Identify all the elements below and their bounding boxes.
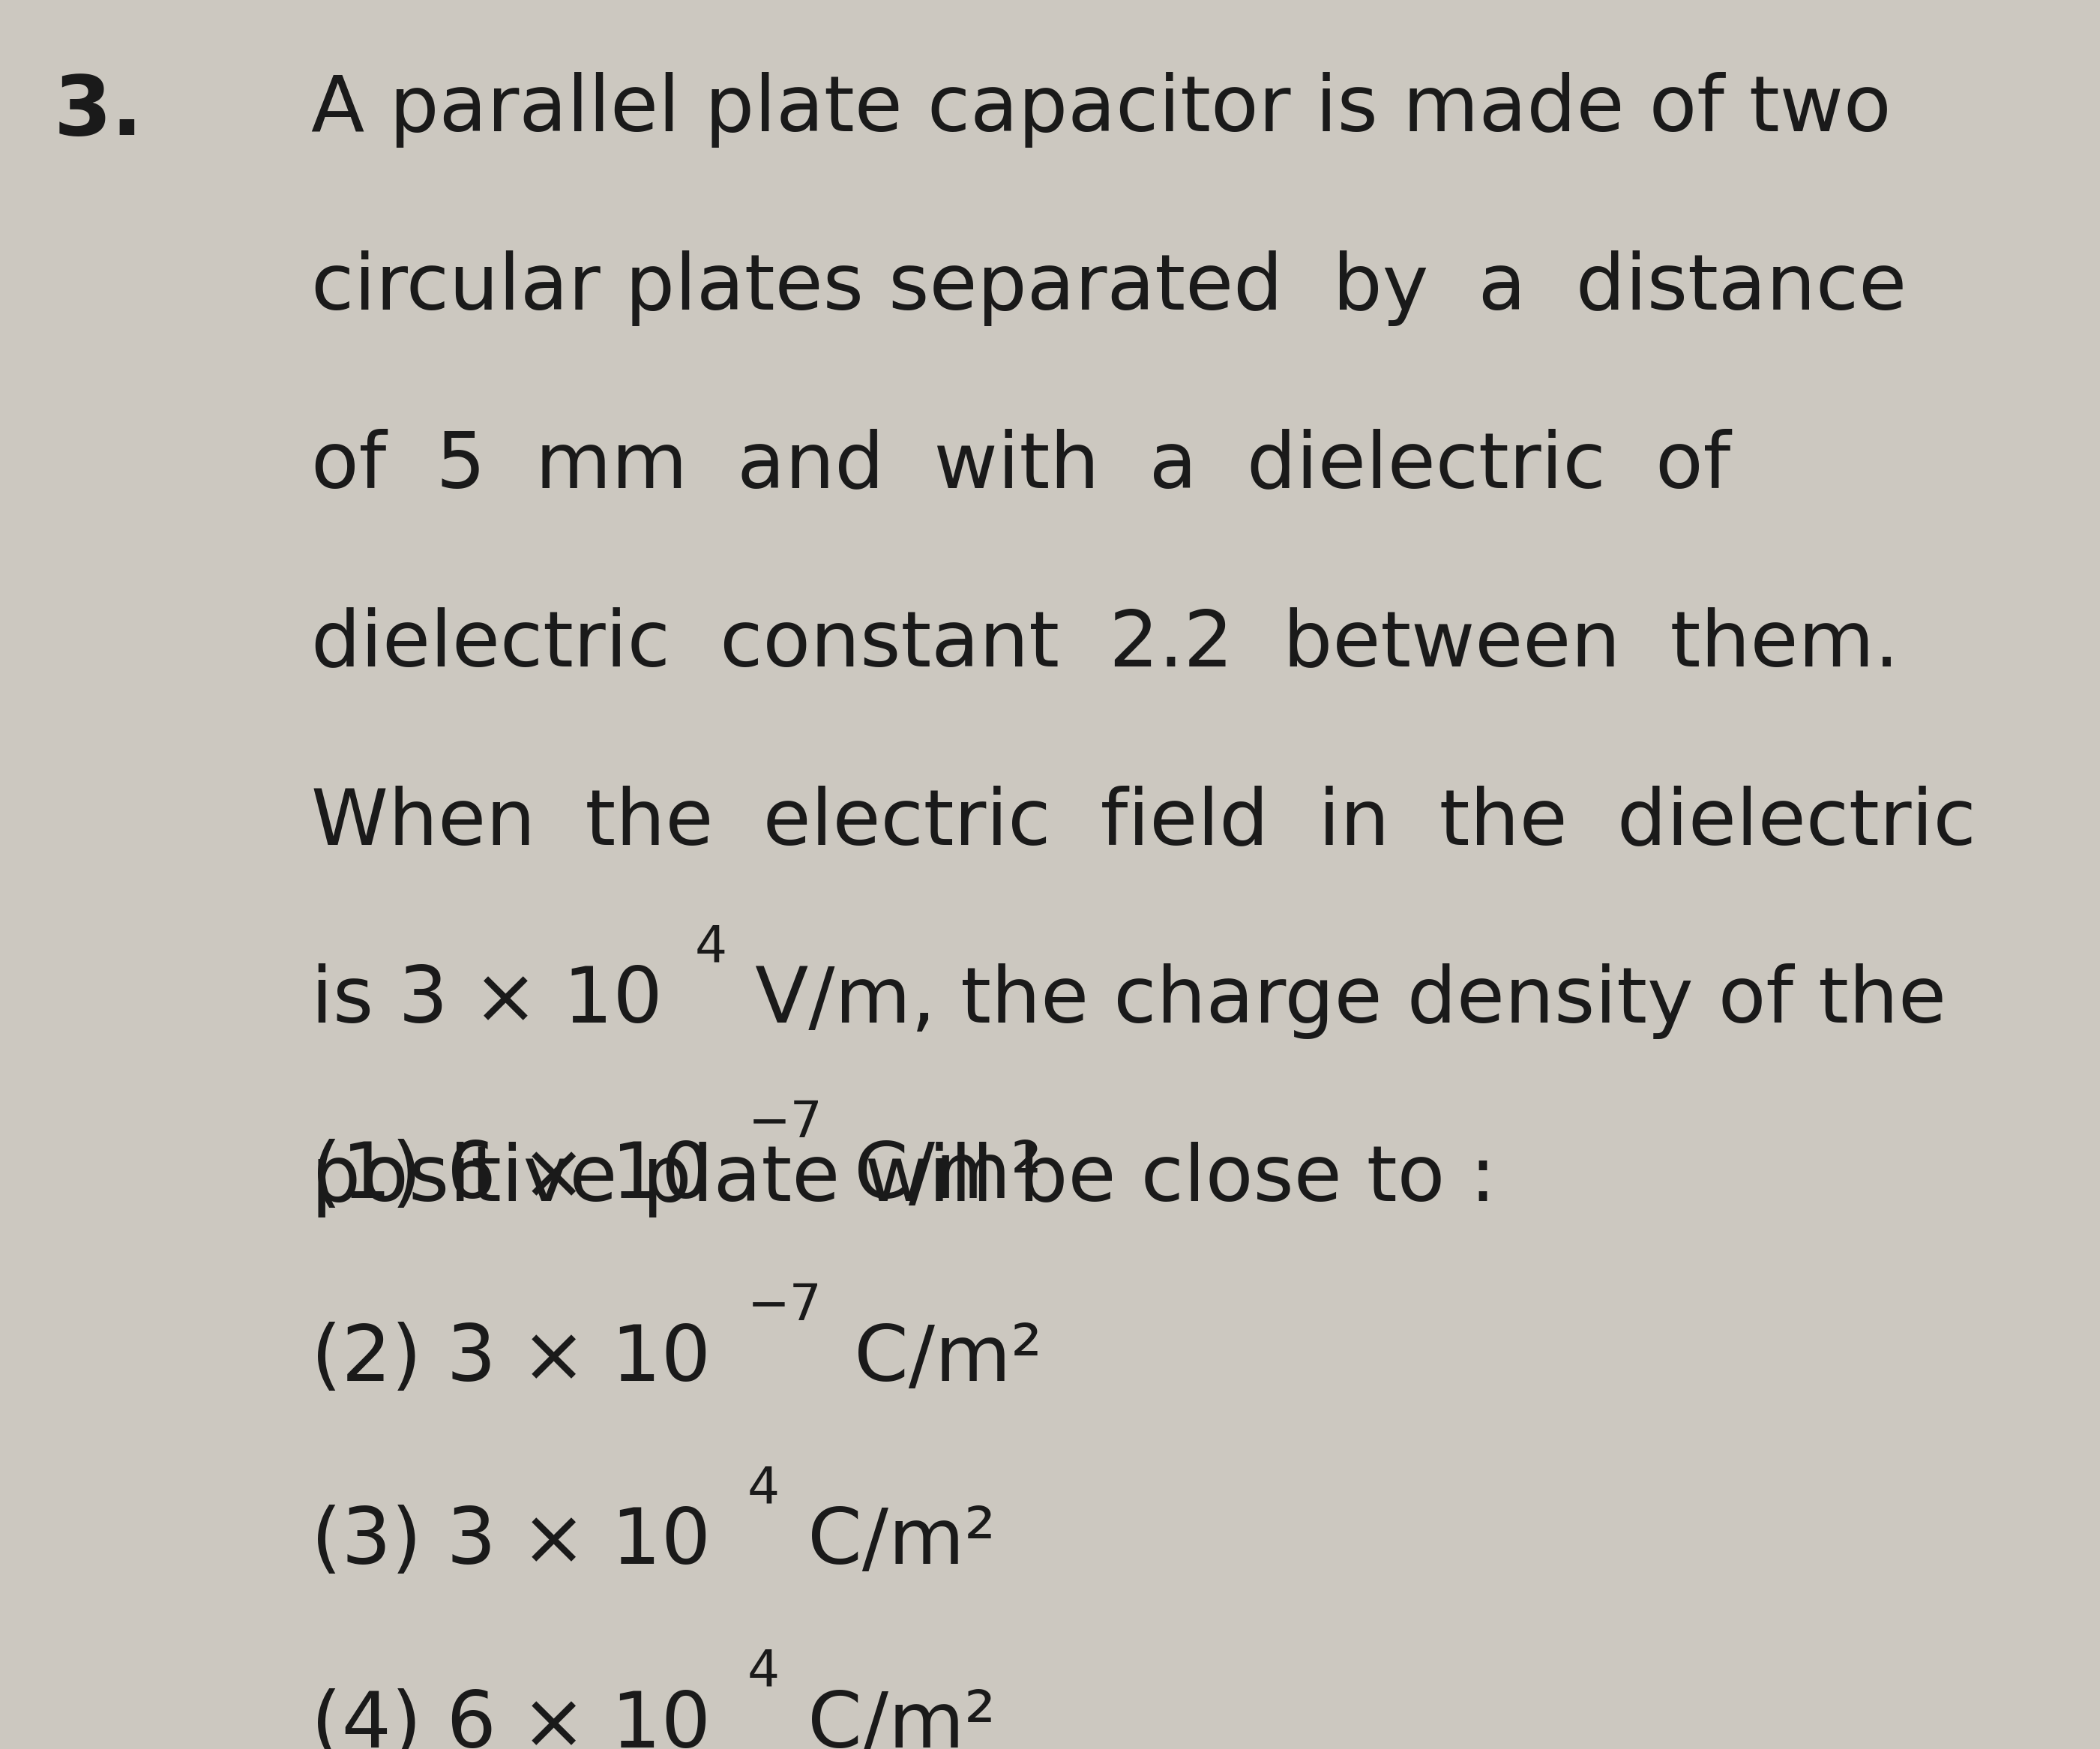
Text: 3.: 3. — [53, 72, 143, 152]
Text: circular plates separated  by  a  distance: circular plates separated by a distance — [311, 250, 1907, 325]
Text: is 3 × 10: is 3 × 10 — [311, 964, 662, 1039]
Text: When  the  electric  field  in  the  dielectric: When the electric field in the dielectri… — [311, 785, 1976, 861]
Text: of  5  mm  and  with  a  dielectric  of: of 5 mm and with a dielectric of — [311, 429, 1730, 504]
Text: A parallel plate capacitor is made of two: A parallel plate capacitor is made of tw… — [311, 72, 1892, 147]
Text: C/m²: C/m² — [783, 1504, 995, 1581]
Text: C/m²: C/m² — [830, 1322, 1042, 1397]
Text: 4: 4 — [695, 923, 727, 972]
Text: 4: 4 — [748, 1648, 779, 1697]
Text: C/m²: C/m² — [830, 1139, 1042, 1214]
Text: −7: −7 — [748, 1098, 823, 1147]
Text: (2) 3 × 10: (2) 3 × 10 — [311, 1322, 710, 1397]
Text: (1) 6 × 10: (1) 6 × 10 — [311, 1139, 710, 1214]
Text: V/m, the charge density of the: V/m, the charge density of the — [731, 964, 1947, 1039]
Text: positive plate will be close to :: positive plate will be close to : — [311, 1142, 1495, 1217]
Text: (4) 6 × 10: (4) 6 × 10 — [311, 1688, 710, 1749]
Text: (3) 3 × 10: (3) 3 × 10 — [311, 1504, 710, 1581]
Text: C/m²: C/m² — [783, 1688, 995, 1749]
Text: 4: 4 — [748, 1464, 779, 1515]
Text: dielectric  constant  2.2  between  them.: dielectric constant 2.2 between them. — [311, 607, 1898, 682]
Text: −7: −7 — [748, 1282, 823, 1331]
